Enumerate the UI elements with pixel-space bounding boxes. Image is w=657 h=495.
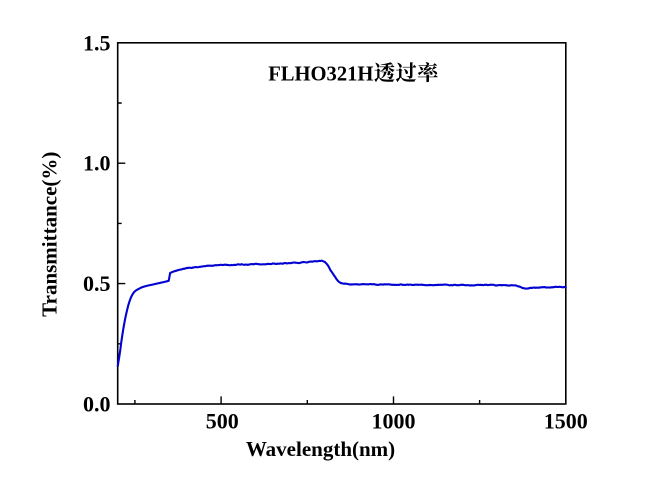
svg-text:Transmittance(%): Transmittance(%): [38, 152, 62, 317]
svg-text:FLHO321H: FLHO321H: [268, 63, 373, 85]
svg-text:1500: 1500: [544, 408, 588, 433]
svg-text:0.5: 0.5: [83, 271, 111, 296]
svg-text:0.0: 0.0: [83, 392, 111, 417]
svg-text:1000: 1000: [371, 408, 415, 433]
svg-text:Wavelength(nm): Wavelength(nm): [246, 437, 395, 461]
svg-text:500: 500: [206, 408, 239, 433]
svg-text:1.5: 1.5: [83, 30, 111, 55]
svg-text:1.0: 1.0: [83, 151, 111, 176]
